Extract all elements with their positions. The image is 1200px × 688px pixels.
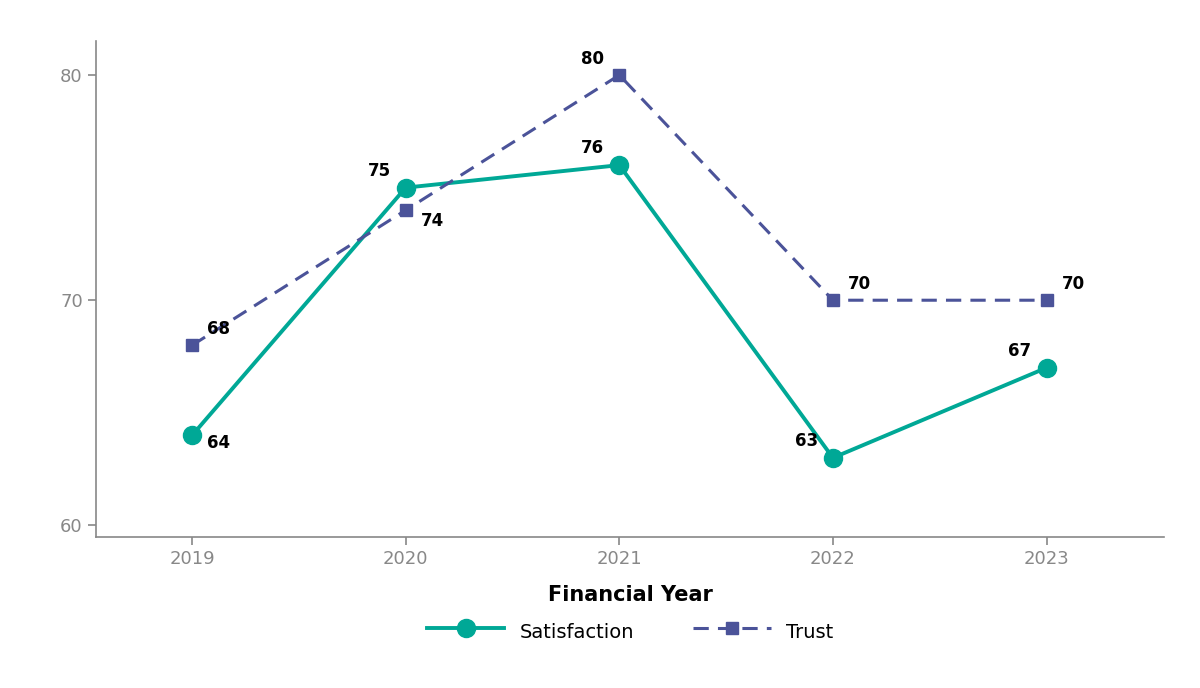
Text: 64: 64 bbox=[208, 434, 230, 452]
Text: 68: 68 bbox=[208, 321, 230, 338]
Text: 70: 70 bbox=[1062, 275, 1085, 294]
Text: 67: 67 bbox=[1008, 342, 1032, 360]
Text: 75: 75 bbox=[367, 162, 391, 180]
Text: 80: 80 bbox=[581, 50, 605, 68]
Legend: Satisfaction, Trust: Satisfaction, Trust bbox=[419, 612, 841, 651]
Text: 74: 74 bbox=[421, 213, 444, 230]
Text: 63: 63 bbox=[794, 432, 818, 450]
Text: 76: 76 bbox=[581, 139, 605, 158]
X-axis label: Financial Year: Financial Year bbox=[547, 585, 713, 605]
Text: 70: 70 bbox=[848, 275, 871, 294]
